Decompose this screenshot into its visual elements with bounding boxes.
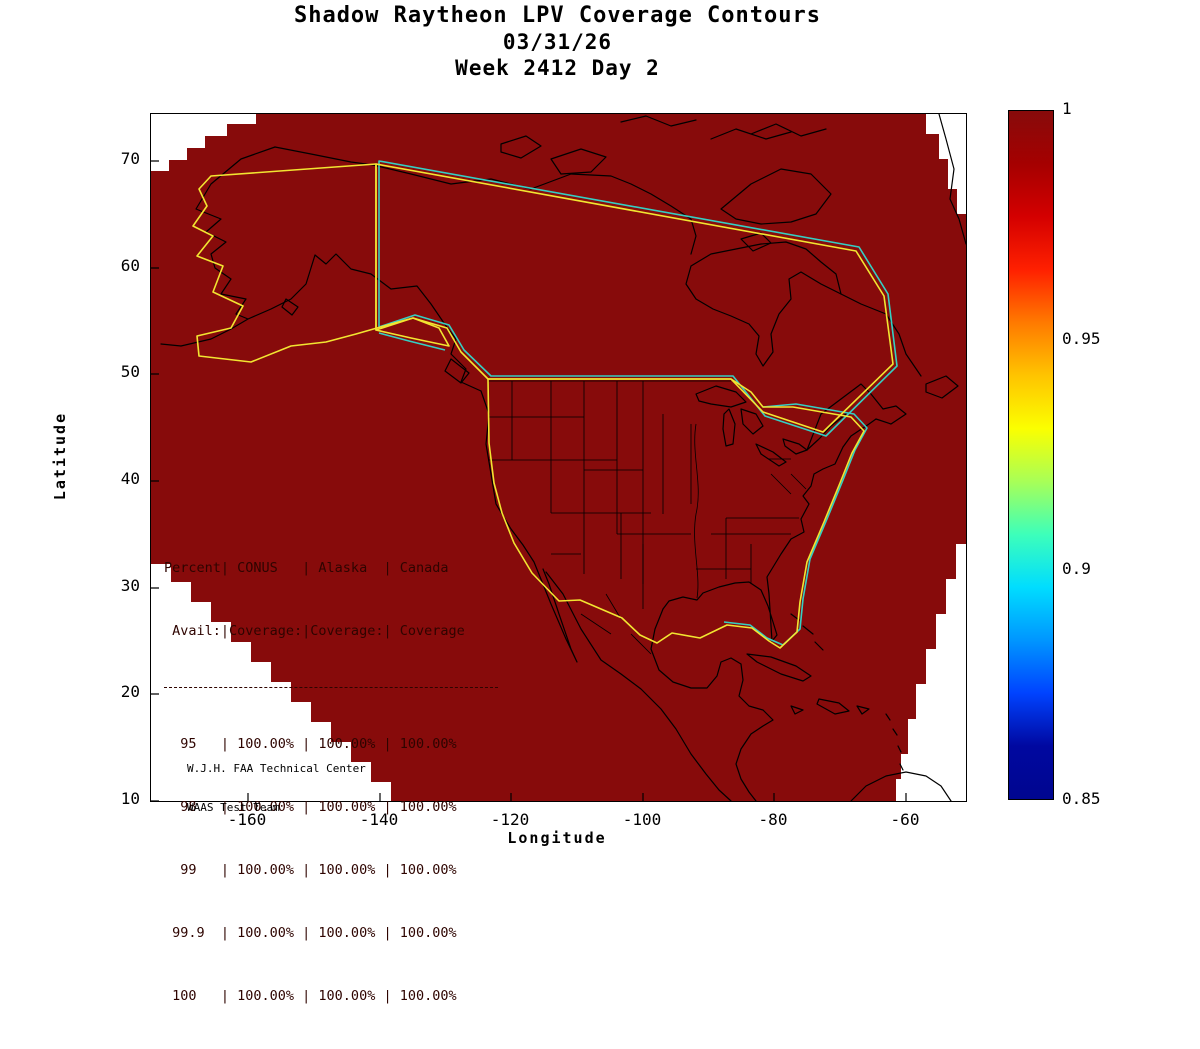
figure-title: Shadow Raytheon LPV Coverage Contours 03… [150, 2, 965, 81]
x-tick-label: -60 [890, 810, 920, 829]
table-header-row-1: Percent| CONUS | Alaska | Canada [164, 560, 449, 576]
colorbar-gradient [1009, 111, 1053, 799]
colorbar [1008, 110, 1054, 800]
coverage-map [151, 114, 966, 801]
x-tick-label: -140 [359, 810, 399, 829]
title-line-1: Shadow Raytheon LPV Coverage Contours [293, 3, 822, 28]
x-tick-label: -80 [758, 810, 788, 829]
y-axis-label: Latitude [51, 411, 69, 501]
table-row: 100 | 100.00% | 100.00% | 100.00% [164, 988, 457, 1004]
colorbar-tick-label: 0.9 [1062, 559, 1091, 578]
y-tick-label: 20 [120, 682, 140, 701]
x-axis-label: Longitude [507, 829, 607, 847]
state-borders [488, 380, 807, 655]
colorbar-tick-label: 0.95 [1062, 329, 1101, 348]
y-tick-label: 40 [120, 469, 140, 488]
org-note: W.J.H. FAA Technical Center WAAS Test Te… [187, 736, 366, 840]
y-tick-label: 10 [120, 789, 140, 808]
yellow-contours [192, 163, 894, 649]
x-tick-label: -100 [622, 810, 662, 829]
title-line-3: Week 2412 Day 2 [455, 56, 660, 80]
colorbar-tick-label: 0.85 [1062, 789, 1101, 808]
table-row: 99.9 | 100.00% | 100.00% | 100.00% [164, 925, 457, 941]
table-row: 99 | 100.00% | 100.00% | 100.00% [164, 862, 457, 878]
title-line-2: 03/31/26 [502, 30, 613, 54]
coastlines [160, 114, 966, 801]
y-tick-label: 60 [120, 256, 140, 275]
x-tick-label: -120 [490, 810, 530, 829]
y-tick-label: 70 [120, 149, 140, 168]
org-line-1: W.J.H. FAA Technical Center [187, 762, 366, 775]
table-row: 95 | 100.00% | 100.00% | 100.00% [164, 736, 457, 752]
map-plot-area: Percent| CONUS | Alaska | Canada Avail:|… [150, 113, 967, 1004]
coverage-region-fill [151, 114, 966, 801]
cyan-contours [378, 160, 898, 646]
table-separator [164, 687, 498, 688]
table-row: 98 | 100.00% | 100.00% | 100.00% [164, 799, 457, 815]
colorbar-tick-label: 1 [1062, 99, 1072, 118]
x-tick-label: -160 [227, 810, 267, 829]
y-tick-label: 30 [120, 576, 140, 595]
org-line-2: WAAS Test Team [187, 801, 280, 814]
table-header-row-2: Avail:|Coverage:|Coverage:| Coverage [164, 623, 465, 639]
y-tick-label: 50 [120, 362, 140, 381]
axis-tick-marks [151, 160, 907, 801]
